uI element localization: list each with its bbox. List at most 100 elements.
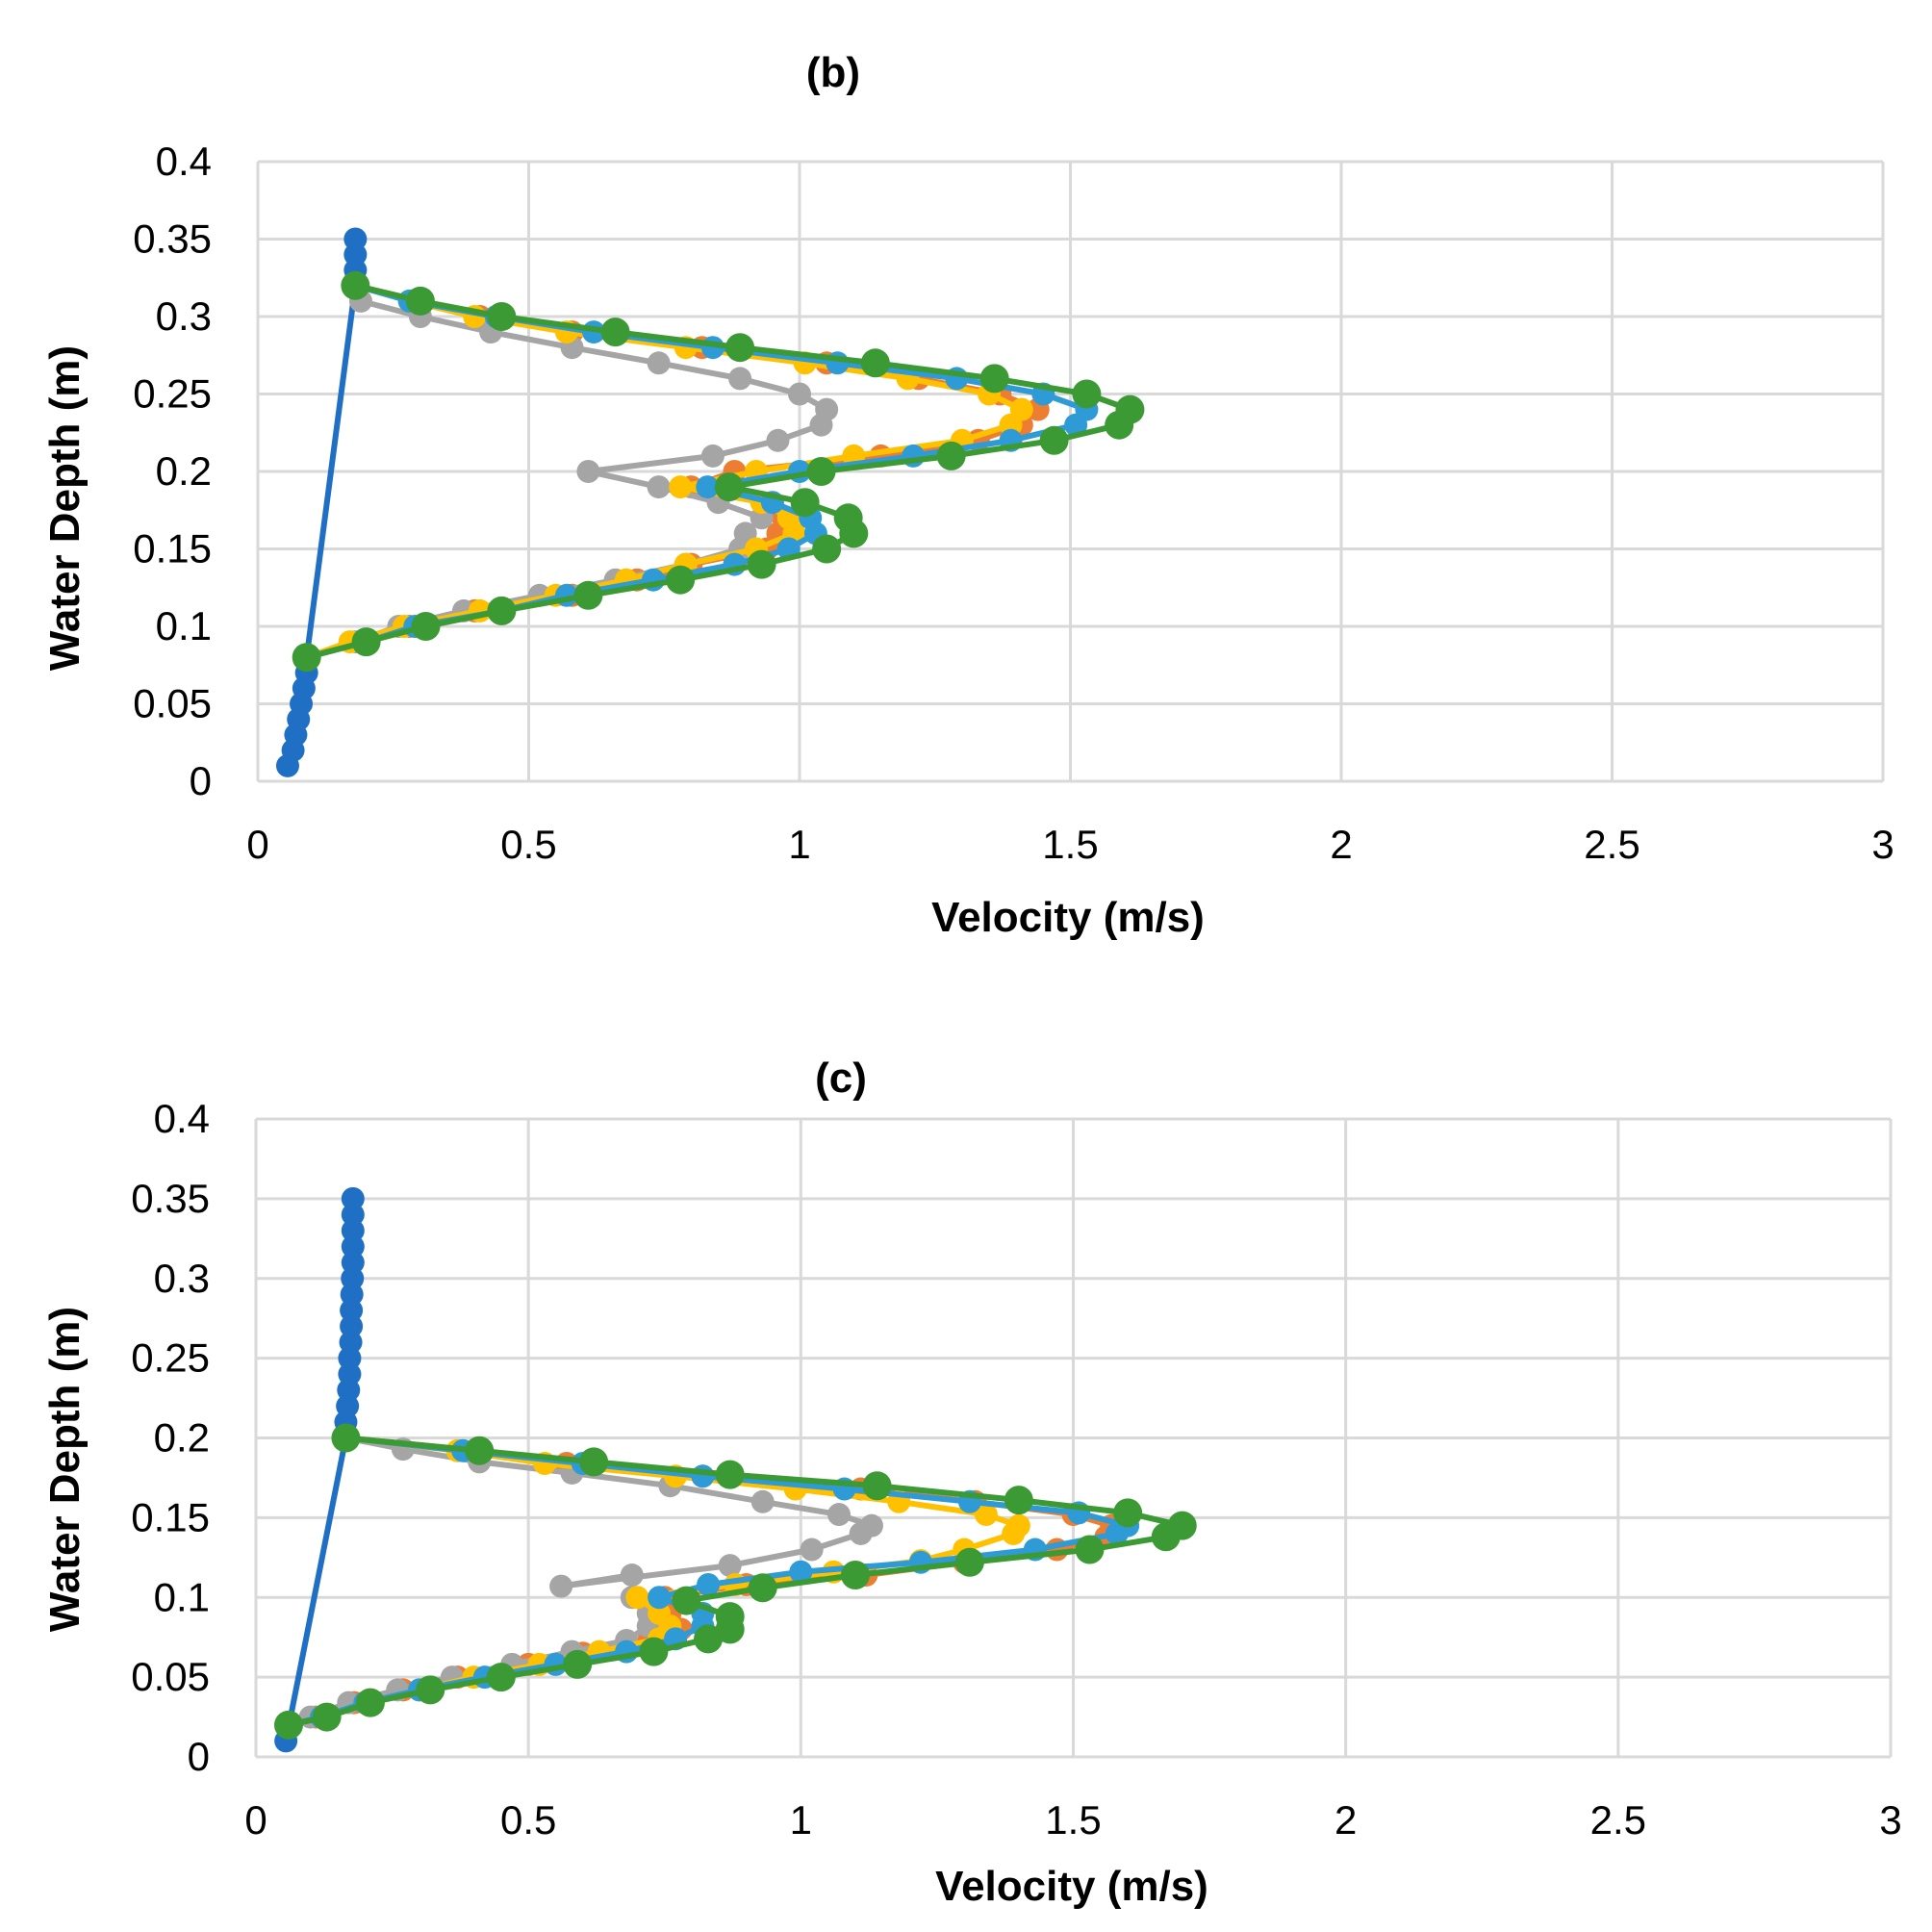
ytick-label: 0.25: [133, 371, 212, 417]
ytick-label: 0.4: [156, 139, 212, 184]
panel-c-xlabel: Velocity (m/s): [935, 1863, 1208, 1910]
data-point: [815, 397, 839, 421]
data-point: [974, 1503, 998, 1527]
xtick-label: 0: [246, 822, 268, 867]
ytick-label: 0.35: [131, 1176, 210, 1221]
panel-b-gridlines: [256, 160, 1885, 783]
data-point: [788, 382, 811, 406]
data-point: [859, 1513, 883, 1538]
data-point: [833, 503, 863, 533]
series-series-6: [292, 270, 1145, 673]
data-point: [487, 596, 517, 625]
data-point: [715, 1460, 745, 1489]
data-point: [1075, 1535, 1105, 1564]
ytick-label: 0: [188, 1734, 210, 1779]
data-point: [700, 444, 724, 468]
panel-c-ylabel: Water Depth (m): [41, 1307, 89, 1632]
xtick-label: 0.5: [500, 822, 556, 867]
data-point: [625, 1586, 649, 1610]
data-point: [341, 1203, 365, 1227]
ytick-label: 0.3: [156, 293, 212, 339]
xtick-label: 2: [1330, 822, 1352, 867]
data-point: [341, 1186, 365, 1210]
xtick-label: 3: [1879, 1797, 1901, 1843]
data-point: [936, 441, 966, 470]
data-point: [1113, 1498, 1143, 1528]
panel-b-ylabel: Water Depth (m): [41, 345, 89, 671]
xtick-label: 1: [788, 822, 810, 867]
data-point: [697, 1572, 721, 1596]
data-point: [351, 627, 381, 657]
data-point: [1167, 1511, 1197, 1540]
ytick-label: 0.1: [154, 1574, 210, 1619]
data-point: [331, 1423, 361, 1453]
panel-b-title: (b): [806, 49, 860, 96]
ytick-label: 0.35: [133, 216, 212, 262]
series-series-6: [273, 1423, 1197, 1740]
xtick-label: 2.5: [1590, 1797, 1646, 1843]
data-point: [666, 565, 696, 595]
xtick-label: 0.5: [500, 1797, 556, 1843]
data-point: [747, 549, 776, 579]
ytick-label: 0.3: [154, 1256, 210, 1301]
data-point: [647, 351, 671, 375]
xtick-label: 1.5: [1045, 1797, 1101, 1843]
panel-c-series: [273, 1186, 1197, 1753]
data-point: [600, 318, 630, 347]
data-point: [806, 457, 836, 486]
data-point: [486, 1663, 516, 1692]
data-point: [954, 1547, 984, 1577]
series-series-1: [275, 227, 368, 777]
data-point: [1072, 379, 1102, 409]
panel-b-series: [275, 227, 1145, 777]
ytick-label: 0.15: [133, 526, 212, 572]
data-point: [750, 1489, 775, 1513]
data-point: [341, 1219, 365, 1243]
data-point: [579, 1447, 609, 1477]
xtick-label: 3: [1871, 822, 1894, 867]
data-point: [647, 475, 671, 499]
data-point: [573, 580, 603, 610]
ytick-label: 0.25: [131, 1335, 210, 1381]
data-point: [341, 1234, 365, 1258]
data-point: [405, 286, 435, 316]
data-point: [790, 488, 820, 518]
data-point: [312, 1702, 342, 1732]
data-point: [338, 1362, 362, 1386]
xtick-label: 2: [1335, 1797, 1357, 1843]
ytick-label: 0.2: [156, 448, 212, 494]
panel-b-xlabel: Velocity (m/s): [931, 894, 1205, 941]
data-point: [694, 1624, 724, 1654]
data-point: [826, 1503, 851, 1527]
data-point: [840, 1561, 870, 1590]
data-point: [563, 1649, 593, 1679]
data-point: [341, 1251, 365, 1275]
xtick-label: 2.5: [1584, 822, 1640, 867]
panel-b-ytick-labels: 0 0.05 0.1 0.15 0.2 0.25 0.3 0.35 0.4: [133, 139, 212, 803]
data-point: [292, 643, 321, 673]
data-point: [862, 1471, 892, 1501]
data-point: [355, 1688, 385, 1717]
ytick-label: 0.4: [154, 1096, 210, 1141]
panel-c-ytick-labels: 0 0.05 0.1 0.15 0.2 0.25 0.3 0.35 0.4: [131, 1096, 210, 1779]
data-point: [728, 367, 752, 391]
data-point: [639, 1637, 669, 1666]
data-point: [691, 1464, 715, 1488]
data-point: [465, 1436, 495, 1465]
data-point: [1039, 425, 1069, 455]
ytick-label: 0.05: [131, 1654, 210, 1699]
data-point: [411, 612, 441, 641]
ytick-label: 0.2: [154, 1415, 210, 1461]
data-point: [766, 428, 790, 452]
data-point: [648, 1601, 672, 1625]
data-point: [715, 1602, 745, 1632]
data-point: [1115, 394, 1145, 424]
series-series-1: [274, 1186, 365, 1753]
panel-c: (c) 0 0.05 0.1 0.15 0.2 0.25 0.3 0.35 0.4 0 0.5 1 1…: [41, 1055, 1902, 1910]
data-point: [549, 1574, 573, 1598]
data-point: [669, 475, 693, 499]
ytick-label: 0.1: [156, 603, 212, 648]
data-point: [620, 1563, 644, 1588]
data-point: [416, 1675, 445, 1705]
